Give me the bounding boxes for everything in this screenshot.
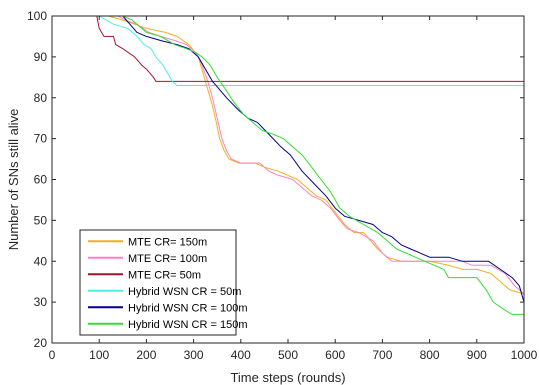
- y-tick-label: 50: [34, 213, 48, 227]
- legend-box: [79, 229, 237, 336]
- y-tick-label: 20: [34, 336, 48, 350]
- x-tick-label: 800: [420, 348, 440, 362]
- y-tick-label: 90: [34, 50, 48, 64]
- y-tick-label: 60: [34, 173, 48, 187]
- legend-label-6: Hybrid WSN CR = 150m: [128, 319, 248, 331]
- legend-label-4: Hybrid WSN CR = 50m: [128, 286, 241, 298]
- series-layer: [52, 15, 525, 315]
- legend-label-3: MTE CR= 50m: [128, 269, 201, 281]
- y-tick-label: 100: [27, 9, 47, 23]
- series-line-5: [52, 15, 525, 303]
- x-tick-label: 0: [49, 348, 56, 362]
- legend-label-1: MTE CR= 150m: [128, 236, 207, 248]
- x-tick-label: 600: [325, 348, 345, 362]
- series-line-6: [52, 15, 524, 315]
- series-line-3: [52, 15, 524, 82]
- x-tick-label: 700: [372, 348, 392, 362]
- series-line-4: [52, 15, 524, 86]
- y-tick-label: 70: [34, 132, 48, 146]
- legend-label-5: Hybrid WSN CR = 100m: [128, 302, 248, 314]
- series-line-2: [52, 15, 525, 295]
- x-tick-label: 1000: [511, 348, 538, 362]
- y-tick-label: 30: [34, 295, 48, 309]
- series-line-1: [52, 15, 525, 295]
- y-tick-label: 80: [34, 91, 48, 105]
- x-tick-label: 500: [278, 348, 298, 362]
- x-axis-label: Time steps (rounds): [230, 370, 345, 385]
- tick-layer: 0 100 200 300 400 500 600 700 800 900 1000 20 30 40 50…: [27, 9, 538, 362]
- x-tick-label: 300: [184, 348, 204, 362]
- x-tick-label: 100: [89, 348, 109, 362]
- x-tick-label: 400: [231, 348, 251, 362]
- plot-frame: [51, 15, 525, 344]
- legend: MTE CR= 150m MTE CR= 100m MTE CR= 50m Hybri…: [79, 229, 248, 336]
- x-tick-label: 200: [136, 348, 156, 362]
- y-tick-label: 40: [34, 254, 48, 268]
- x-tick-label: 900: [467, 348, 487, 362]
- legend-label-2: MTE CR= 100m: [128, 253, 207, 265]
- y-axis-label: Number of SNs still alive: [6, 109, 21, 251]
